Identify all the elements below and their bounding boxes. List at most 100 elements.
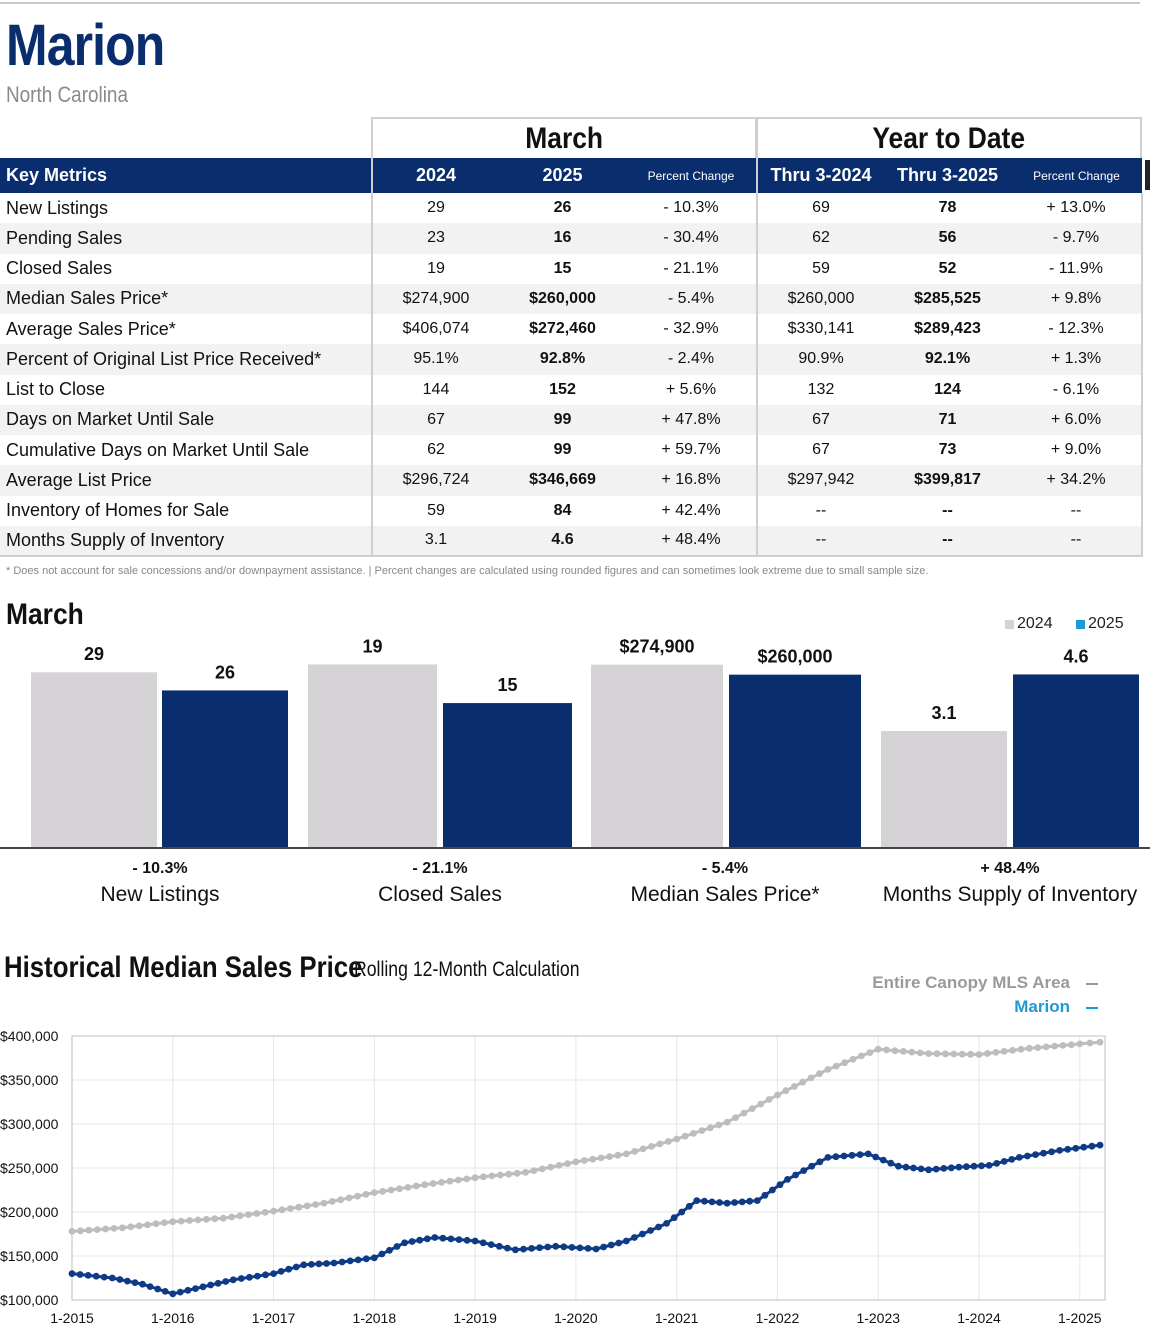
- marion-point: [192, 1285, 199, 1292]
- canopy-point: [975, 1051, 983, 1058]
- canopy-point: [639, 1145, 647, 1153]
- marion-point: [1024, 1152, 1031, 1160]
- marion-point: [277, 1268, 285, 1275]
- metric-label: Average List Price: [0, 465, 372, 496]
- canopy-point: [1042, 1043, 1050, 1051]
- canopy-point: [883, 1046, 890, 1054]
- metric-value: 99: [499, 404, 626, 435]
- metric-value: $285,525: [884, 283, 1011, 314]
- canopy-point: [841, 1059, 849, 1067]
- x-tick-label: 1-2020: [554, 1310, 598, 1326]
- table-row: Average Sales Price* $406,074 $272,460 - 32…: [0, 314, 1143, 345]
- metric-value: 92.1%: [884, 344, 1011, 375]
- metric-label: List to Close: [6, 379, 106, 400]
- canopy-point: [1076, 1040, 1084, 1048]
- bar-value-label: 4.6: [1063, 646, 1088, 666]
- metric-value: + 34.2%: [1011, 465, 1143, 496]
- bar-2024: [31, 672, 157, 848]
- y-tick-label: $400,000: [0, 1028, 59, 1044]
- bar-chart: 29 26 19 15 $274,900 $260,000 3.1 4.6: [0, 636, 1150, 849]
- marion-point: [386, 1246, 393, 1254]
- marion-point: [463, 1236, 471, 1244]
- metric-value: $260,000: [756, 283, 884, 314]
- canopy-point: [748, 1105, 756, 1112]
- marion-point: [237, 1275, 245, 1282]
- metric-label: Months Supply of Inventory: [0, 525, 372, 558]
- marion-point: [824, 1154, 832, 1161]
- bar-2024: [881, 731, 1007, 848]
- x-tick-label: 1-2017: [252, 1310, 296, 1326]
- legend-label: 2024: [1017, 615, 1053, 632]
- canopy-point: [807, 1074, 815, 1082]
- canopy-point: [681, 1132, 689, 1140]
- table-row: Median Sales Price* $274,900 $260,000- 5.4…: [0, 283, 1143, 314]
- marion-point: [512, 1246, 519, 1254]
- legend-label: 2025: [1088, 615, 1124, 632]
- march-section-heading: March: [371, 117, 757, 159]
- metric-value: 69: [756, 193, 884, 224]
- canopy-point: [572, 1158, 580, 1166]
- metric-value: $297,942: [756, 465, 884, 496]
- canopy-point: [858, 1052, 865, 1060]
- marion-point: [471, 1237, 479, 1245]
- marion-point: [154, 1285, 162, 1293]
- metric-value: - 21.1%: [663, 259, 719, 277]
- legend-item-2025: 2025: [1076, 615, 1124, 633]
- canopy-point: [664, 1138, 672, 1145]
- metric-label: Inventory of Homes for Sale: [6, 500, 230, 521]
- canopy-point: [790, 1083, 798, 1090]
- metric-value: 124: [934, 380, 961, 398]
- table-row: Inventory of Homes for Sale 59 84 + 42.4% --…: [0, 495, 1143, 526]
- canopy-point: [799, 1078, 807, 1086]
- column-header: Percent Change: [1011, 158, 1142, 193]
- marion-point: [600, 1243, 607, 1251]
- metric-value: 84: [553, 501, 572, 519]
- legend-label: Marion: [1014, 997, 1070, 1016]
- percent-change-label: - 10.3%: [132, 860, 188, 877]
- marion-point: [536, 1244, 543, 1252]
- canopy-point: [135, 1222, 143, 1230]
- marion-point: [455, 1236, 463, 1243]
- legend-item-2024: 2024: [1005, 615, 1053, 633]
- canopy-point: [161, 1219, 168, 1227]
- canopy-point: [1068, 1041, 1075, 1049]
- marion-point: [887, 1159, 895, 1167]
- metric-value: + 9.0%: [1011, 435, 1143, 466]
- metric-value: --: [1011, 495, 1143, 526]
- marion-point: [176, 1288, 184, 1296]
- bar-2025: [729, 674, 861, 848]
- metric-value: 16: [499, 223, 626, 254]
- marion-point: [708, 1198, 716, 1206]
- marion-point: [685, 1202, 693, 1210]
- marion-point: [592, 1245, 600, 1253]
- column-header: Key Metrics: [0, 158, 372, 193]
- canopy-point: [446, 1177, 454, 1185]
- canopy-point: [513, 1169, 521, 1177]
- x-tick-label: 1-2025: [1058, 1310, 1102, 1326]
- metric-value: 92.8%: [499, 344, 626, 375]
- marion-point: [670, 1214, 678, 1222]
- marion-point: [693, 1197, 701, 1204]
- canopy-point: [698, 1127, 706, 1134]
- marion-point: [393, 1243, 401, 1250]
- marion-point: [902, 1163, 910, 1171]
- bar-value-label: $274,900: [619, 637, 694, 657]
- metric-value: 59: [756, 253, 884, 284]
- canopy-point: [127, 1223, 135, 1231]
- table-row: Cumulative Days on Market Until Sale 62 99…: [0, 435, 1143, 466]
- marion-point: [647, 1227, 654, 1234]
- metric-value: $330,141: [756, 314, 884, 345]
- metric-value: - 2.4%: [626, 344, 757, 375]
- marion-point: [552, 1242, 560, 1250]
- canopy-point: [93, 1226, 101, 1233]
- metric-value: 152: [549, 380, 576, 398]
- marion-point: [978, 1162, 985, 1170]
- category-label: New Listings: [100, 883, 220, 906]
- marion-point: [1056, 1147, 1063, 1154]
- metric-value: $272,460: [529, 320, 596, 338]
- canopy-point: [1086, 1039, 1094, 1047]
- metric-value: 95.1%: [371, 344, 499, 375]
- y-tick-label: $300,000: [0, 1116, 59, 1132]
- canopy-point: [85, 1226, 93, 1234]
- metric-label: Pending Sales: [0, 223, 372, 254]
